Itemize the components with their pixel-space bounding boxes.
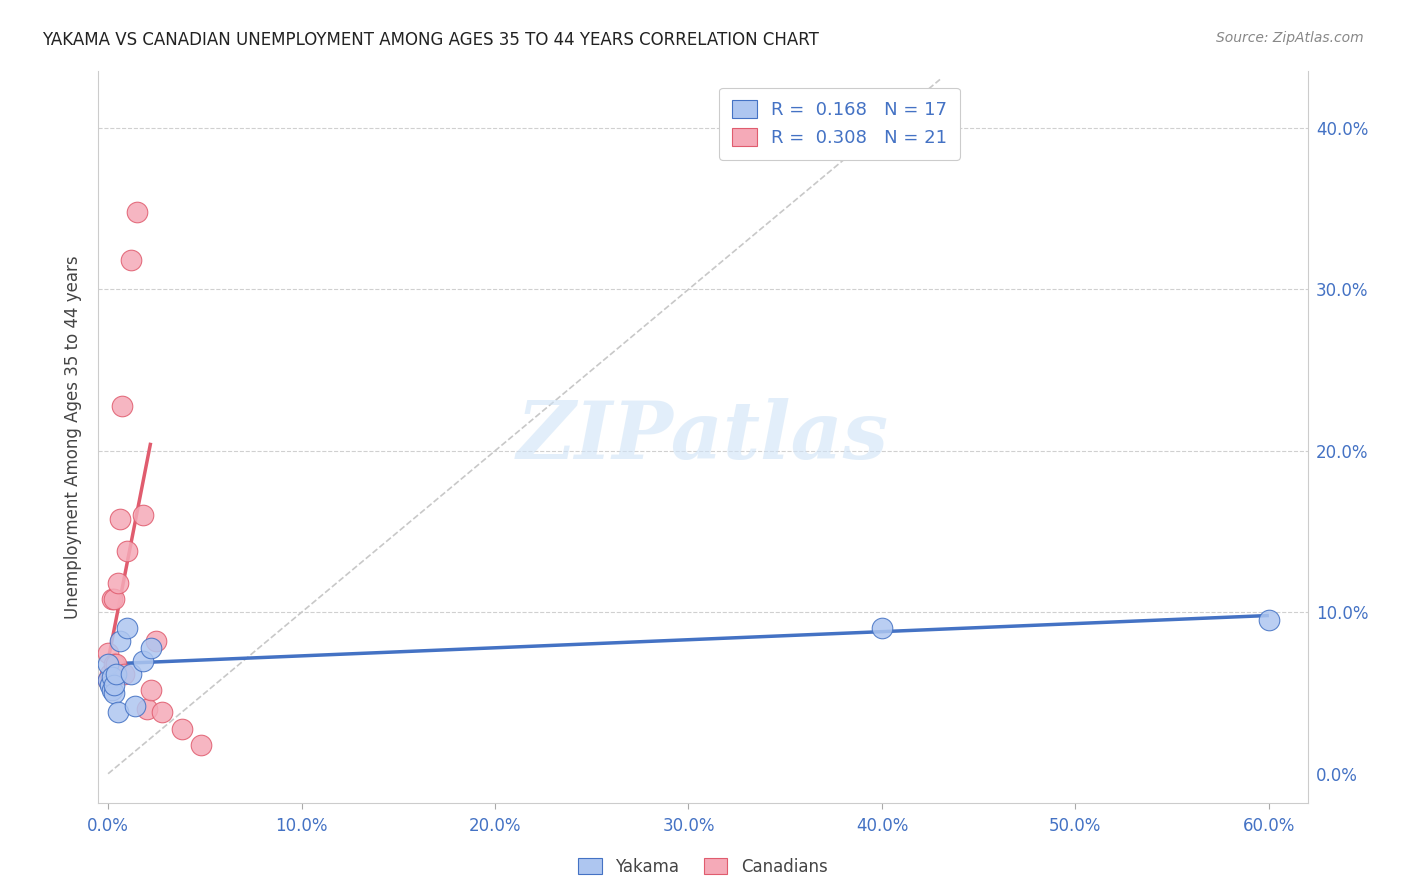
Point bbox=[103, 657, 125, 671]
Point bbox=[135, 702, 157, 716]
Point bbox=[103, 686, 125, 700]
Point bbox=[97, 673, 120, 687]
Point bbox=[170, 722, 193, 736]
Point bbox=[1257, 613, 1279, 627]
Point bbox=[111, 399, 134, 413]
Point bbox=[127, 204, 149, 219]
Point bbox=[132, 508, 155, 523]
Point bbox=[117, 544, 139, 558]
Text: ZIPatlas: ZIPatlas bbox=[517, 399, 889, 475]
Point bbox=[104, 666, 127, 681]
Point bbox=[101, 682, 124, 697]
Point bbox=[112, 666, 135, 681]
Point bbox=[145, 634, 167, 648]
Point bbox=[104, 657, 127, 671]
Y-axis label: Unemployment Among Ages 35 to 44 years: Unemployment Among Ages 35 to 44 years bbox=[65, 255, 83, 619]
Point bbox=[98, 666, 121, 681]
Point bbox=[150, 706, 173, 720]
Point bbox=[97, 657, 120, 671]
Point bbox=[107, 576, 129, 591]
Point bbox=[108, 511, 131, 525]
Point bbox=[190, 738, 212, 752]
Point bbox=[132, 654, 155, 668]
Point bbox=[139, 682, 162, 697]
Point bbox=[117, 622, 139, 636]
Point bbox=[103, 592, 125, 607]
Text: Source: ZipAtlas.com: Source: ZipAtlas.com bbox=[1216, 31, 1364, 45]
Text: YAKAMA VS CANADIAN UNEMPLOYMENT AMONG AGES 35 TO 44 YEARS CORRELATION CHART: YAKAMA VS CANADIAN UNEMPLOYMENT AMONG AG… bbox=[42, 31, 820, 49]
Point bbox=[120, 253, 142, 268]
Point bbox=[103, 678, 125, 692]
Point bbox=[870, 622, 893, 636]
Point bbox=[108, 634, 131, 648]
Point bbox=[98, 678, 121, 692]
Point bbox=[124, 698, 146, 713]
Point bbox=[101, 592, 124, 607]
Point bbox=[101, 670, 124, 684]
Point bbox=[97, 673, 120, 687]
Legend: Yakama, Canadians: Yakama, Canadians bbox=[572, 851, 834, 882]
Point bbox=[97, 646, 120, 660]
Point bbox=[120, 666, 142, 681]
Point bbox=[107, 706, 129, 720]
Point bbox=[139, 640, 162, 655]
